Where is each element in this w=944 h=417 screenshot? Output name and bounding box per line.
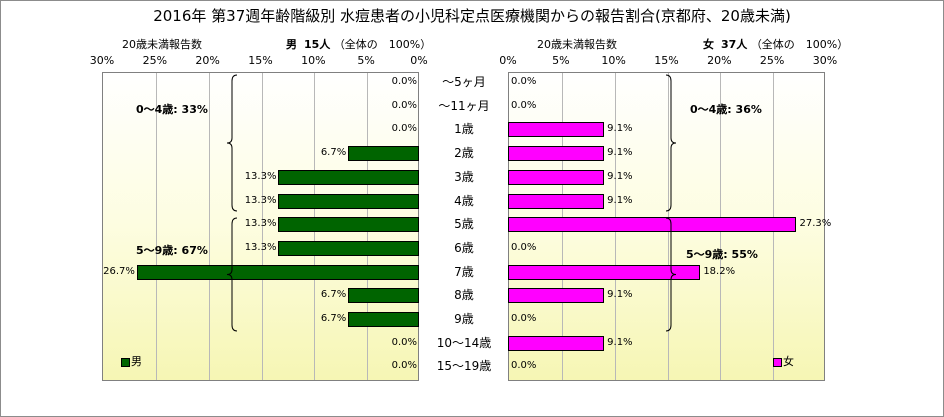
male-value-label: 13.3% [244, 194, 277, 206]
male-value-label: 6.7% [320, 289, 347, 301]
male-value-label: 0.0% [391, 336, 417, 348]
female-bar [508, 264, 701, 280]
female-bar [508, 217, 797, 233]
female-share-note: （全体の 100%） [750, 38, 849, 51]
male-value-label: 6.7% [320, 313, 347, 324]
female-bar [508, 193, 605, 209]
male-count: 15人 [304, 38, 331, 51]
male-bar [136, 264, 419, 280]
female-bar [508, 146, 605, 162]
female-0-4-annotation: 0〜4歳: 36% [690, 103, 762, 116]
male-legend-swatch [121, 357, 130, 367]
male-sex-label: 男 [286, 38, 297, 51]
age-category-label: 5歳 [454, 217, 474, 232]
female-value-label: 9.1% [607, 194, 633, 206]
chart-title: 2016年 第37週年齢階級別 水痘患者の小児科定点医療機関からの報告割合(京都… [153, 7, 791, 25]
female-value-label: 9.1% [607, 336, 633, 348]
female-bar [508, 288, 605, 304]
male-bar [348, 288, 419, 304]
female-axis-tick: 20% [707, 54, 732, 67]
female-axis-tick: 0% [499, 54, 517, 67]
male-bar [278, 240, 419, 256]
female-count: 37人 [721, 38, 748, 51]
female-value-label: 0.0% [511, 241, 537, 253]
male-axis-tick: 0% [410, 54, 428, 67]
age-category-label: 10〜14歳 [436, 335, 492, 350]
male-gridline [261, 73, 263, 380]
age-category-label: 1歳 [454, 122, 474, 137]
male-axis-tick: 20% [195, 54, 220, 67]
age-category-label: 4歳 [454, 193, 474, 208]
female-value-label: 0.0% [511, 76, 537, 87]
male-value-label: 0.0% [391, 123, 417, 135]
male-value-label: 13.3% [244, 170, 277, 182]
male-value-label: 0.0% [391, 99, 417, 111]
male-axis-tick: 15% [248, 54, 273, 67]
female-sex-label: 女 [703, 38, 714, 51]
male-value-label: 0.0% [391, 360, 417, 372]
male-bar [348, 146, 419, 162]
female-value-label: 0.0% [511, 313, 537, 324]
left-axis-label: 20歳未満報告数 [122, 38, 202, 51]
female-axis-tick: 5% [552, 54, 570, 67]
female-value-label: 9.1% [607, 170, 633, 182]
male-axis-tick: 25% [142, 54, 168, 67]
right-axis-label: 20歳未満報告数 [537, 38, 617, 51]
female-legend: 女 [773, 353, 794, 369]
age-category-label: 3歳 [454, 169, 474, 184]
female-axis-tick: 30% [812, 54, 838, 67]
male-legend: 男 [121, 353, 142, 369]
age-category-label: 〜5ヶ月 [442, 75, 486, 89]
female-value-label: 27.3% [799, 218, 832, 230]
male-value-label: 26.7% [103, 265, 135, 277]
male-bar [278, 193, 419, 209]
male-header: 男 15人 （全体の 100%） [286, 36, 431, 52]
male-5-9-annotation: 5〜9歳: 67% [136, 244, 208, 257]
age-category-label: 9歳 [454, 312, 474, 326]
male-legend-label: 男 [131, 355, 142, 368]
male-axis-tick: 10% [301, 54, 326, 67]
male-bar [348, 312, 419, 327]
female-value-label: 0.0% [511, 99, 537, 111]
female-bar [508, 122, 605, 138]
age-category-label: 15〜19歳 [436, 359, 492, 374]
female-bar [508, 335, 605, 351]
female-5-9-annotation: 5〜9歳: 55% [686, 248, 758, 261]
male-share-note: （全体の 100%） [333, 38, 432, 51]
age-category-label: 〜11ヶ月 [438, 98, 490, 113]
age-category-label: 2歳 [454, 146, 474, 161]
female-value-label: 0.0% [511, 360, 537, 372]
age-category-label: 6歳 [454, 240, 474, 255]
male-gridline [155, 73, 157, 380]
female-axis-tick: 10% [601, 54, 626, 67]
female-legend-swatch [773, 357, 782, 367]
male-gridline [208, 73, 210, 380]
female-value-label: 18.2% [703, 265, 736, 277]
male-value-label: 13.3% [244, 241, 277, 253]
male-value-label: 6.7% [320, 147, 347, 159]
female-bar [508, 169, 605, 185]
male-value-label: 0.0% [391, 76, 417, 87]
male-bar [278, 169, 419, 185]
female-value-label: 9.1% [607, 289, 633, 301]
male-0-4-annotation: 0〜4歳: 33% [136, 103, 208, 116]
female-axis-tick: 25% [759, 54, 785, 67]
male-bar [278, 217, 419, 233]
male-axis-tick: 5% [357, 54, 375, 67]
female-value-label: 9.1% [607, 147, 633, 159]
age-category-label: 8歳 [454, 288, 474, 303]
female-legend-label: 女 [783, 355, 794, 368]
male-value-label: 13.3% [244, 218, 277, 230]
age-category-label: 7歳 [454, 264, 474, 279]
female-header: 女 37人 （全体の 100%） [703, 36, 848, 52]
female-axis-tick: 15% [654, 54, 679, 67]
female-value-label: 9.1% [607, 123, 633, 135]
male-axis-tick: 30% [89, 54, 115, 67]
